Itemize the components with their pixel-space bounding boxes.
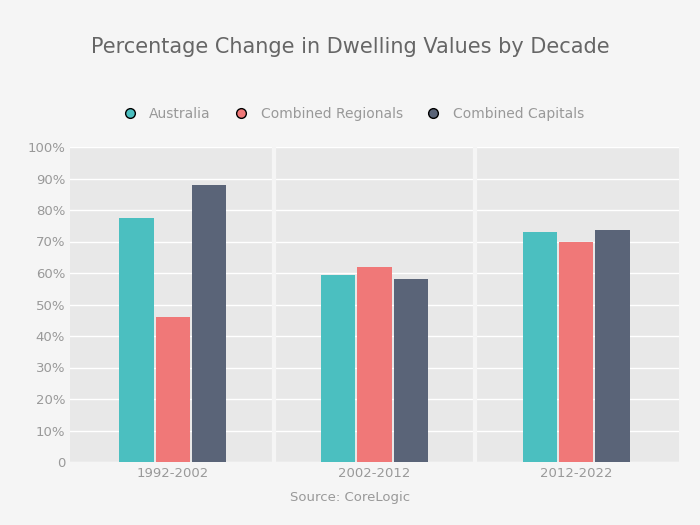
Bar xyxy=(119,218,154,462)
Text: Source: CoreLogic: Source: CoreLogic xyxy=(290,491,410,504)
Bar xyxy=(357,267,392,462)
Legend: Australia, Combined Regionals, Combined Capitals: Australia, Combined Regionals, Combined … xyxy=(111,101,589,127)
Bar xyxy=(523,232,557,462)
Bar xyxy=(321,275,356,462)
Bar xyxy=(155,317,190,462)
Text: Percentage Change in Dwelling Values by Decade: Percentage Change in Dwelling Values by … xyxy=(91,37,609,57)
Bar xyxy=(595,230,630,462)
Bar xyxy=(559,242,594,462)
Bar xyxy=(393,279,428,462)
Bar xyxy=(192,185,226,462)
